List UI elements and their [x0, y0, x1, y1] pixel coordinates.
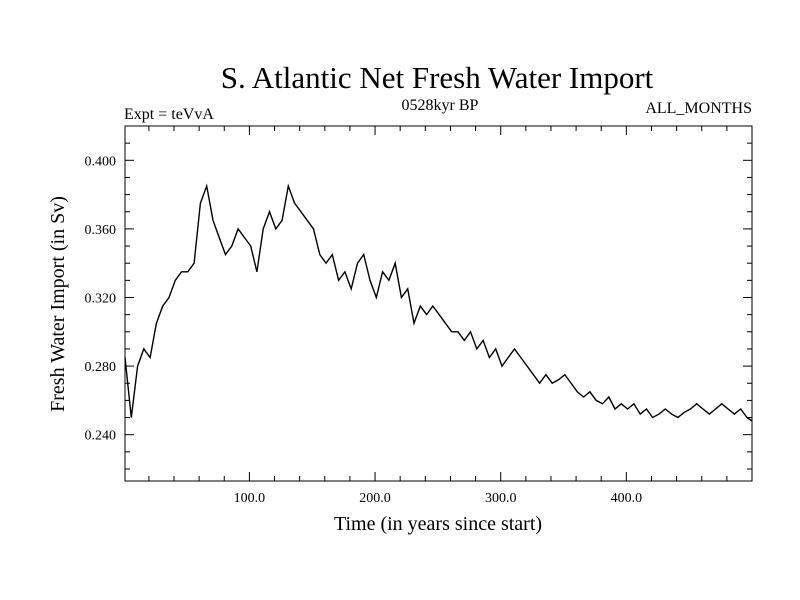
chart-title: S. Atlantic Net Fresh Water Import [221, 60, 654, 95]
x-axis-ticks: 100.0 200.0 300.0 400.0 [148, 126, 728, 506]
subtitle-left: Expt = teVvA [124, 106, 214, 123]
y-axis-ticks: 0.240 0.280 0.320 0.360 0.400 [85, 142, 752, 470]
x-tick-label: 400.0 [611, 491, 643, 506]
x-tick-label: 100.0 [234, 491, 266, 506]
y-tick-label: 0.360 [85, 223, 117, 238]
subtitle-right: ALL_MONTHS [645, 100, 752, 117]
x-tick-label: 300.0 [485, 491, 517, 506]
series-line [124, 183, 753, 422]
subtitle-center: 0528kyr BP [402, 97, 479, 114]
y-tick-label: 0.400 [85, 154, 117, 169]
x-tick-label: 200.0 [359, 491, 391, 506]
y-tick-label: 0.280 [85, 360, 117, 375]
x-axis-label: Time (in years since start) [334, 513, 542, 535]
y-tick-label: 0.320 [85, 291, 117, 306]
plot-frame [124, 125, 753, 482]
y-axis-label: Fresh Water Import (in Sv) [47, 196, 69, 412]
y-tick-label: 0.240 [85, 429, 117, 444]
